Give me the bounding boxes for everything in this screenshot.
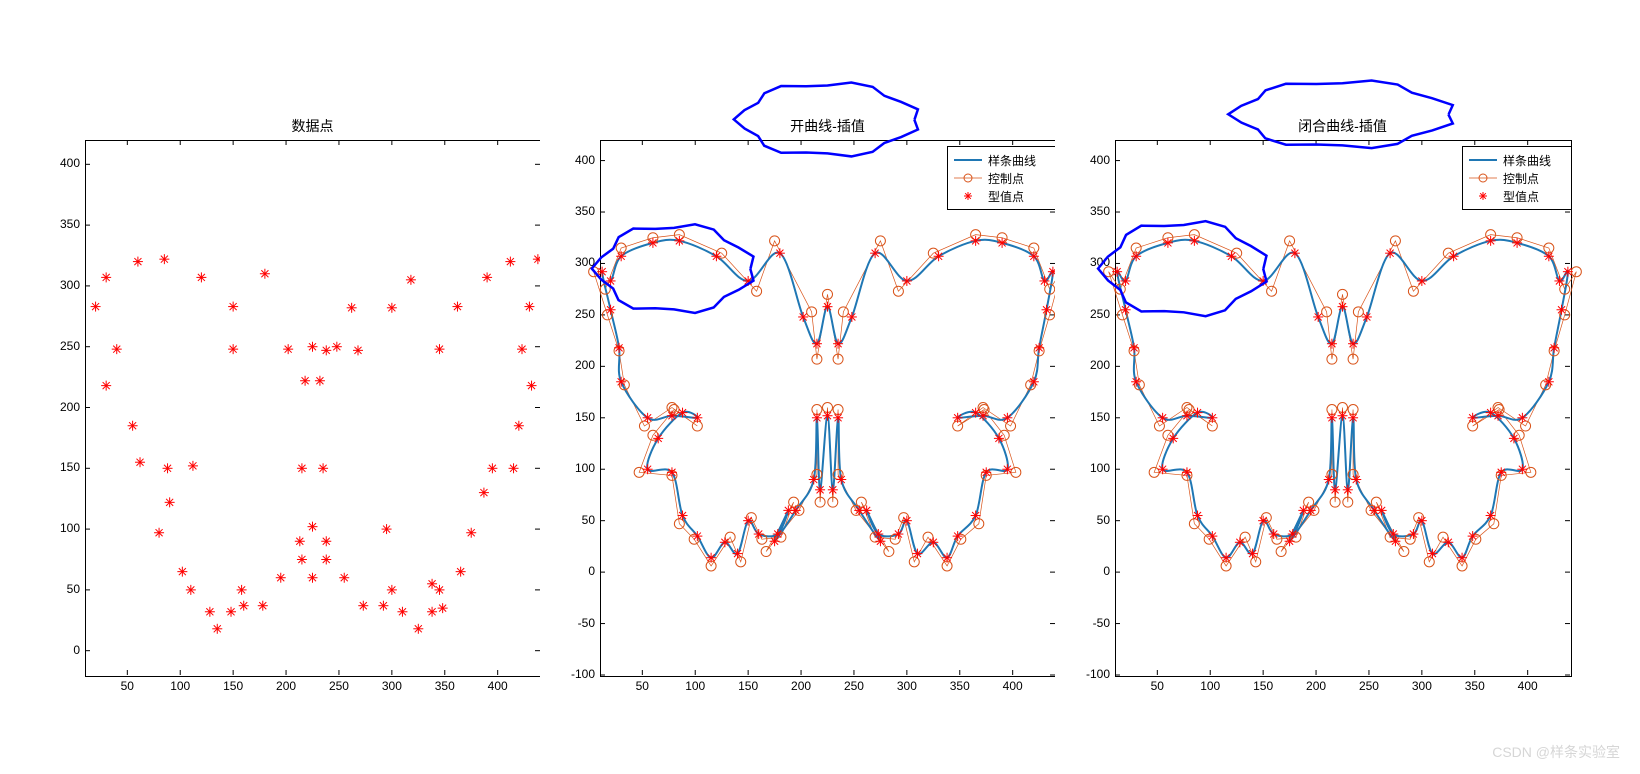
subplot-data-points: 数据点 50 100 150 200 250 300 350 400 0 50 100 150 200 25…: [25, 0, 540, 725]
legend-label-control: 控制点: [988, 170, 1024, 187]
annotation-circle: [592, 224, 754, 313]
y-tick-label: 250: [40, 339, 80, 353]
legend-swatch-data: [1469, 189, 1497, 203]
y-tick-label: 50: [40, 582, 80, 596]
y-tick-label: 0: [40, 643, 80, 657]
subplot-closed-curve: 闭合曲线-插值50100150200250300350400-100-50050…: [1055, 0, 1570, 725]
legend-row-spline: 样条曲线: [1469, 151, 1565, 169]
x-tick-label: 100: [160, 679, 200, 693]
legend-row-data: 型值点: [1469, 187, 1565, 205]
legend-swatch-control: [954, 171, 982, 185]
x-tick-label: 350: [425, 679, 465, 693]
subplot-open-curve: 开曲线-插值50100150200250300350400-100-500501…: [540, 0, 1055, 725]
y-tick-label: 100: [40, 521, 80, 535]
plot-svg: [85, 140, 540, 675]
y-tick-label: 200: [40, 400, 80, 414]
legend-row-control: 控制点: [1469, 169, 1565, 187]
legend-label-spline: 样条曲线: [1503, 152, 1551, 169]
x-tick-label: 300: [372, 679, 412, 693]
y-tick-label: 400: [40, 156, 80, 170]
subplot-title: 数据点: [85, 116, 540, 136]
x-tick-label: 250: [319, 679, 359, 693]
annotation-circle: [1098, 221, 1266, 316]
y-tick-label: 300: [40, 278, 80, 292]
legend-label-control: 控制点: [1503, 170, 1539, 187]
y-tick-label: 150: [40, 460, 80, 474]
x-tick-label: 400: [478, 679, 518, 693]
y-tick-label: 350: [40, 217, 80, 231]
x-tick-label: 150: [213, 679, 253, 693]
legend-label-data: 型值点: [1503, 188, 1539, 205]
legend-box: 样条曲线 控制点 型值点: [1462, 146, 1572, 210]
legend-swatch-spline: [1469, 153, 1497, 167]
annotation-circle: [734, 82, 918, 156]
legend-row-control: 控制点: [954, 169, 1050, 187]
legend-row-data: 型值点: [954, 187, 1050, 205]
legend-swatch-control: [1469, 171, 1497, 185]
legend-label-data: 型值点: [988, 188, 1024, 205]
legend-row-spline: 样条曲线: [954, 151, 1050, 169]
figure-container: 数据点 50 100 150 200 250 300 350 400 0 50 100 150 200 25…: [0, 0, 1640, 774]
x-tick-label: 50: [107, 679, 147, 693]
legend-swatch-data: [954, 189, 982, 203]
x-tick-label: 200: [266, 679, 306, 693]
annotation-circle: [1228, 81, 1453, 149]
watermark-text: CSDN @样条实验室: [1492, 742, 1620, 762]
legend-label-spline: 样条曲线: [988, 152, 1036, 169]
legend-swatch-spline: [954, 153, 982, 167]
legend-box: 样条曲线 控制点 型值点: [947, 146, 1057, 210]
